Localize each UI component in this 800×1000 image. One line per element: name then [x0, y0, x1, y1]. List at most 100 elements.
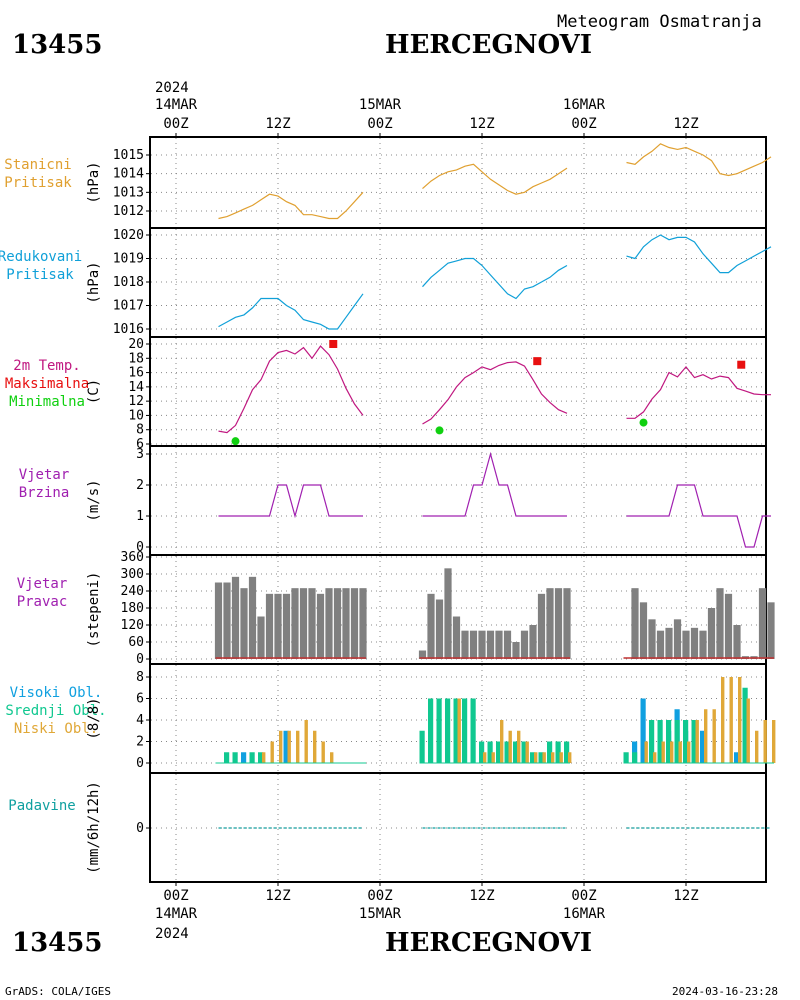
y-tick-label: 1017: [113, 299, 144, 314]
cloud-mid-bar: [419, 730, 425, 763]
y-tick-label: 240: [121, 584, 144, 599]
wind-direction-bar: [639, 602, 648, 659]
wind-direction-bar: [435, 599, 444, 659]
panel-title-wind-direction: Pravac: [17, 594, 68, 610]
x-tick-label-top: 12Z: [469, 116, 494, 132]
wind-direction-bar: [257, 616, 265, 659]
wind-direction-bar: [444, 568, 452, 659]
wind-direction-bar: [673, 619, 682, 659]
wind-direction-bar: [282, 593, 291, 659]
date-label-top: 15MAR: [359, 97, 402, 113]
wind-direction-bar: [316, 593, 325, 659]
wind-direction-bar: [554, 588, 563, 659]
cloud-low-bar: [321, 741, 325, 763]
cloud-low-bar: [721, 677, 725, 763]
cloud-low-bar: [270, 741, 274, 763]
cloud-low-bar: [296, 730, 300, 763]
tmax-marker: [533, 357, 542, 366]
wind-direction-bar: [240, 588, 248, 659]
wind-direction-bar: [469, 630, 478, 659]
wind-speed-series-line: [422, 451, 567, 517]
panel-title-reduced: Pritisak: [6, 267, 74, 283]
cloud-mid-bar: [249, 752, 255, 763]
cloud-mid-bar: [564, 741, 570, 763]
pressure-series-line: [626, 143, 772, 177]
y-tick-label: 16: [128, 366, 144, 381]
cloud-low-bar: [483, 752, 487, 763]
wind-direction-bar: [291, 588, 299, 659]
render-timestamp: 2024-03-16-23:28: [672, 985, 778, 998]
wind-direction-bar: [299, 588, 308, 659]
reduced-pressure-series-line: [218, 293, 364, 330]
y-axis-unit: (mm/6h/12h): [86, 781, 102, 874]
panel-title-clouds: Niski Obl.: [14, 721, 98, 737]
cloud-low-bar: [559, 752, 563, 763]
panel-title-clouds: Srednji Obl.: [5, 703, 106, 719]
station-name: HERCEGNOVI: [385, 30, 592, 60]
x-tick-label-bottom: 00Z: [367, 888, 392, 904]
cloud-low-bar: [653, 752, 657, 763]
y-axis-unit: (m/s): [86, 479, 102, 521]
cloud-mid-bar: [683, 720, 689, 763]
y-tick-label: 6: [136, 692, 144, 707]
wind-direction-bar: [546, 588, 554, 659]
cloud-mid-bar: [479, 741, 485, 763]
tmin-marker: [231, 437, 240, 446]
cloud-low-bar: [763, 720, 767, 763]
pressure-series-line: [218, 191, 364, 220]
wind-direction-bar: [682, 630, 690, 659]
panel-frame: [149, 336, 767, 447]
y-tick-label: 0: [136, 540, 144, 555]
cloud-low-bar: [695, 720, 699, 763]
wind-direction-bar: [333, 588, 342, 659]
cloud-mid-bar: [742, 687, 748, 763]
y-tick-label: 2: [136, 735, 144, 750]
wind-direction-bar: [248, 576, 257, 659]
y-axis-unit: (8/8): [86, 697, 102, 739]
cloud-low-bar: [525, 741, 529, 763]
station-id: 13455: [12, 30, 103, 60]
wind-direction-bar: [733, 625, 741, 659]
y-tick-label: 1012: [113, 204, 144, 219]
cloud-low-bar: [457, 698, 461, 763]
wind-speed-series-line: [626, 484, 771, 548]
y-tick-label: 2: [136, 478, 144, 493]
wind-direction-bar: [461, 630, 469, 659]
cloud-low-bar: [568, 752, 572, 763]
cloud-mid-bar: [470, 698, 476, 763]
y-tick-label: 1020: [113, 228, 144, 243]
cloud-low-bar: [661, 741, 665, 763]
y-tick-label: 0: [136, 652, 144, 667]
temperature-series-line: [626, 365, 771, 419]
cloud-high-bar: [640, 698, 646, 763]
cloud-low-bar: [712, 709, 716, 763]
wind-direction-bar: [724, 593, 733, 659]
y-tick-label: 180: [121, 601, 144, 616]
cloud-low-bar: [687, 741, 691, 763]
y-tick-label: 4: [136, 713, 144, 728]
wind-direction-bar: [537, 593, 546, 659]
date-label-bottom: 14MAR: [155, 906, 198, 922]
y-tick-label: 8: [136, 423, 144, 438]
cloud-mid-bar: [547, 741, 553, 763]
y-tick-label: 1019: [113, 252, 144, 267]
wind-direction-bar: [214, 582, 223, 659]
cloud-mid-bar: [530, 752, 536, 763]
y-tick-label: 3: [136, 447, 144, 462]
date-label-bottom: 16MAR: [563, 906, 606, 922]
cloud-high-bar: [734, 752, 740, 763]
panel-title-temperature: Maksimalna: [5, 376, 89, 392]
cloud-mid-bar: [674, 720, 680, 763]
cloud-low-bar: [729, 677, 733, 763]
wind-direction-bar: [767, 602, 775, 659]
panel-frame: [149, 227, 767, 338]
tmin-marker: [639, 418, 648, 427]
x-tick-label-top: 12Z: [265, 116, 290, 132]
cloud-low-bar: [738, 677, 742, 763]
wind-direction-bar: [503, 630, 512, 659]
y-tick-label: 0: [136, 821, 144, 836]
y-tick-label: 300: [121, 567, 144, 582]
y-tick-label: 20: [128, 337, 144, 352]
y-tick-label: 1: [136, 509, 144, 524]
